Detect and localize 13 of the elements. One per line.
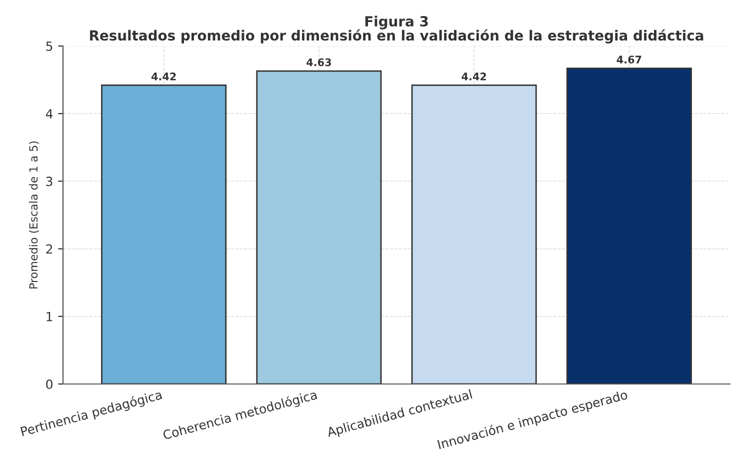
chart-subtitle: Resultados promedio por dimensión en la validación de la estrategia didáctica xyxy=(90,29,704,44)
data-label: 4.63 xyxy=(306,58,331,66)
y-axis-title: Promedio (Escala de 1 a 5) xyxy=(29,141,39,288)
chart-title: Figura 3 xyxy=(365,16,428,30)
data-label: 4.42 xyxy=(462,72,486,80)
y-tick-label: 1 xyxy=(46,312,52,322)
data-label: 4.67 xyxy=(616,56,642,64)
y-tick-label: 5 xyxy=(46,42,52,51)
y-tick-label: 3 xyxy=(46,176,52,186)
data-label: 4.42 xyxy=(151,72,176,80)
y-tick-label: 2 xyxy=(46,244,52,254)
y-tick-label: 0 xyxy=(46,379,52,389)
y-tick-label: 4 xyxy=(46,109,53,118)
